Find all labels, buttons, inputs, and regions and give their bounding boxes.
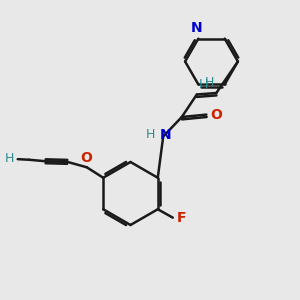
Text: H: H (5, 152, 14, 165)
Text: H: H (199, 78, 208, 91)
Text: N: N (160, 128, 172, 142)
Text: N: N (191, 21, 202, 35)
Text: H: H (205, 76, 214, 89)
Text: F: F (176, 211, 186, 225)
Text: H: H (146, 128, 155, 142)
Text: O: O (80, 151, 92, 165)
Text: O: O (210, 108, 222, 122)
